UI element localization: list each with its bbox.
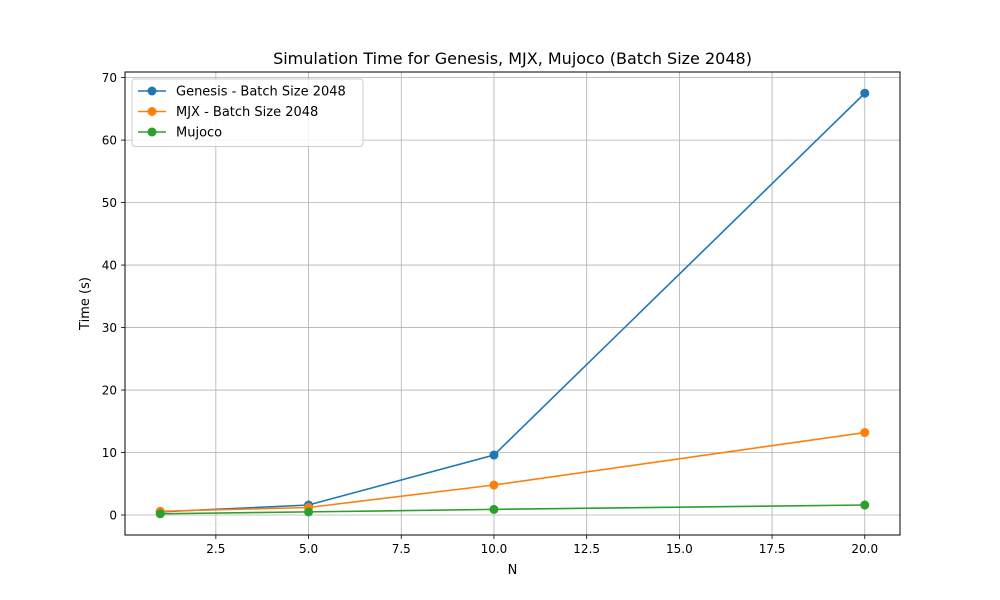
legend-marker (147, 86, 157, 96)
x-tick-label: 5.0 (299, 542, 318, 556)
y-tick-label: 10 (102, 446, 117, 460)
data-point (860, 500, 870, 510)
series-line (160, 92, 866, 513)
legend-box (131, 78, 364, 147)
data-point (304, 507, 314, 517)
y-tick-label: 30 (102, 321, 117, 335)
series-3 (155, 500, 870, 519)
x-tick-label: 20.0 (851, 542, 878, 556)
legend-label: Mujoco (176, 126, 222, 141)
data-point (489, 450, 499, 460)
y-tick-label: 70 (102, 71, 117, 85)
data-point (860, 428, 870, 438)
data-point (489, 480, 499, 490)
x-tick-label: 7.5 (392, 542, 411, 556)
y-tick-label: 60 (102, 134, 117, 148)
series-layer (155, 88, 870, 519)
y-axis-label: Time (s) (78, 277, 93, 331)
y-tick-label: 40 (102, 259, 117, 273)
legend-label: MJX - Batch Size 2048 (176, 105, 318, 120)
legend-item: Genesis - Batch Size 2048 (138, 85, 346, 100)
chart-title: Simulation Time for Genesis, MJX, Mujoco… (273, 49, 752, 68)
ticks: 2.5 5.0 7.5 10.0 12.5 15.0 17.5 20.0 0 10 20 30 40 50… (102, 71, 878, 556)
legend: Genesis - Batch Size 2048 MJX - Batch Siz… (131, 78, 364, 147)
series-line (160, 431, 865, 513)
x-tick-label: 12.5 (573, 542, 600, 556)
series-line (160, 504, 865, 515)
x-tick-label: 17.5 (759, 542, 786, 556)
legend-item: Mujoco (138, 126, 222, 141)
x-axis-label: N (508, 563, 518, 578)
legend-item: MJX - Batch Size 2048 (138, 105, 318, 120)
x-tick-label: 2.5 (206, 542, 225, 556)
y-tick-label: 50 (102, 196, 117, 210)
legend-label: Genesis - Batch Size 2048 (176, 85, 346, 100)
legend-marker (147, 127, 157, 137)
data-point (860, 88, 870, 98)
y-tick-label: 20 (102, 384, 117, 398)
data-point (489, 504, 499, 514)
legend-marker (147, 107, 157, 116)
y-tick-label: 0 (109, 509, 117, 523)
x-tick-label: 15.0 (666, 542, 693, 556)
data-point (155, 509, 165, 519)
plot-frame (124, 71, 901, 536)
x-tick-label: 10.0 (481, 542, 508, 556)
grid (125, 72, 900, 535)
